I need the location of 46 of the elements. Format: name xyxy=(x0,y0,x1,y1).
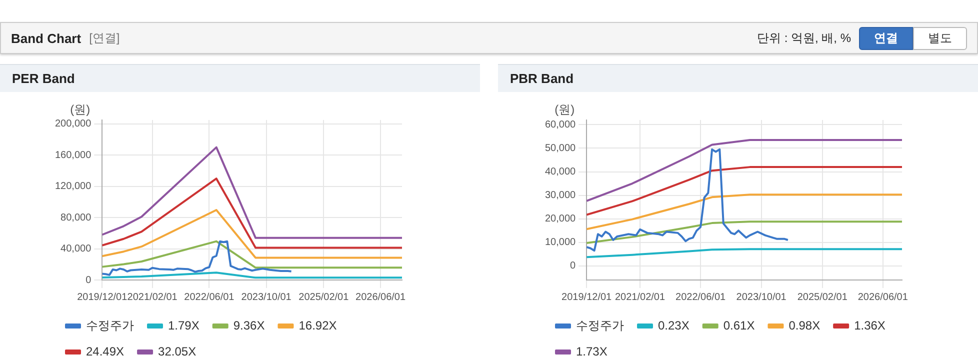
x-tick-label: 2022/06/01 xyxy=(676,292,726,303)
y-tick-label: 40,000 xyxy=(544,166,576,178)
y-tick-label: 20,000 xyxy=(544,214,576,225)
legend-label: 9.36X xyxy=(233,318,265,332)
y-tick-label: 10,000 xyxy=(544,237,576,248)
x-tick-label: 2026/06/01 xyxy=(356,292,406,303)
y-axis-title: (원) xyxy=(554,102,575,116)
legend-label: 16.92X xyxy=(298,318,337,332)
y-tick-label: 30,000 xyxy=(544,190,576,202)
chart-title: PER Band xyxy=(0,64,480,92)
text: Band Chart xyxy=(11,30,82,46)
text: 별도 xyxy=(913,26,967,50)
legend-label: 0.61X xyxy=(723,318,755,332)
chart-title: PBR Band xyxy=(498,64,978,92)
legend-label: 1.79X xyxy=(168,318,200,332)
legend-label: 0.23X xyxy=(658,318,690,332)
y-axis-title: (원) xyxy=(70,102,90,116)
x-tick-label: 2021/02/01 xyxy=(614,292,666,303)
x-tick-label: 2025/02/01 xyxy=(797,292,848,303)
text: 단위 : 억원, 배, % xyxy=(756,30,851,46)
x-tick-label: 2026/06/01 xyxy=(858,292,908,303)
y-tick-label: 0 xyxy=(570,260,576,272)
text: [연결] xyxy=(89,30,120,46)
legend-label: 1.73X xyxy=(576,344,608,358)
x-tick-label: 2023/10/01 xyxy=(241,292,292,303)
y-tick-label: 50,000 xyxy=(544,142,576,154)
y-tick-label: 120,000 xyxy=(54,181,92,192)
y-tick-label: 0 xyxy=(86,274,92,286)
y-tick-label: 80,000 xyxy=(60,212,92,224)
legend-label: 수정주가 xyxy=(576,318,624,332)
legend-label: 1.36X xyxy=(854,318,886,332)
x-tick-label: 2022/06/01 xyxy=(184,292,235,303)
legend-label: 수정주가 xyxy=(86,318,134,332)
x-tick-label: 2023/10/01 xyxy=(736,292,787,303)
y-tick-label: 60,000 xyxy=(544,119,576,130)
x-tick-label: 2019/12/01 xyxy=(77,292,128,303)
legend-label: 0.98X xyxy=(788,318,820,332)
y-tick-label: 160,000 xyxy=(54,150,92,161)
y-tick-label: 200,000 xyxy=(54,118,92,130)
x-tick-label: 2019/12/01 xyxy=(562,292,612,303)
x-tick-label: 2025/02/01 xyxy=(298,292,350,303)
legend-label: 24.49X xyxy=(86,344,124,358)
text: 연결 xyxy=(859,26,913,50)
legend-label: 32.05X xyxy=(158,344,196,358)
x-tick-label: 2021/02/01 xyxy=(127,292,178,303)
y-tick-label: 40,000 xyxy=(60,244,92,255)
